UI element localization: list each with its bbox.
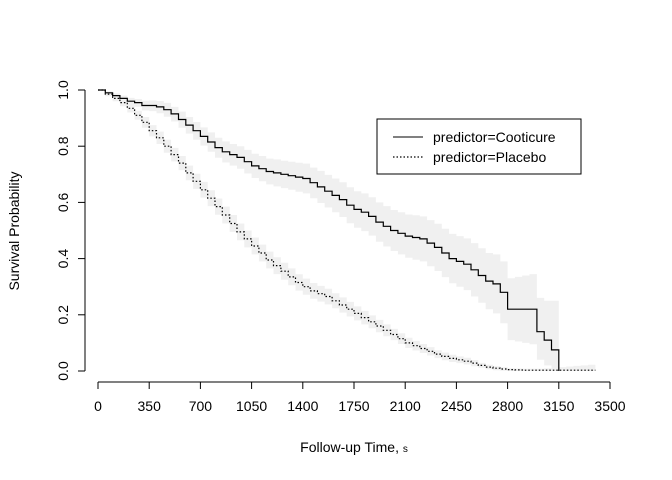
y-axis-title: Survival Probability [6, 171, 22, 290]
legend: predictor=Cooticure predictor=Placebo [376, 118, 582, 175]
x-tick-label-7: 2450 [441, 398, 472, 414]
x-tick-label-4: 1400 [287, 398, 318, 414]
legend-label-placebo: predictor=Placebo [433, 149, 546, 165]
y-tick-label-1: 0.2 [55, 305, 71, 325]
series-line-predictor-cooticure [98, 89, 560, 371]
x-tick-label-10: 3500 [594, 398, 625, 414]
y-tick-label-0: 0.0 [55, 361, 71, 381]
legend-box [376, 118, 582, 175]
x-tick-label-6: 2100 [390, 398, 421, 414]
y-tick-label-3: 0.6 [55, 192, 71, 212]
x-tick-label-1: 350 [138, 398, 162, 414]
legend-label-cooticure: predictor=Cooticure [433, 129, 556, 145]
x-tick-label-2: 700 [189, 398, 213, 414]
y-tick-label-2: 0.4 [55, 249, 71, 269]
x-tick-label-9: 3150 [543, 398, 574, 414]
x-axis-title: Follow-up Time, s [300, 439, 408, 455]
y-tick-label-4: 0.8 [55, 136, 71, 156]
confidence-bands [98, 90, 596, 371]
x-tick-label-3: 1050 [236, 398, 267, 414]
y-tick-label-5: 1.0 [55, 80, 71, 100]
x-tick-label-5: 1750 [338, 398, 369, 414]
ci-band-1 [98, 90, 596, 371]
survival-curves [98, 89, 596, 371]
x-tick-label-8: 2800 [492, 398, 523, 414]
axes: 0 350 700 1050 1400 1750 2100 2450 2800 3150 3500 0… [55, 80, 626, 414]
x-tick-label-0: 0 [94, 398, 102, 414]
